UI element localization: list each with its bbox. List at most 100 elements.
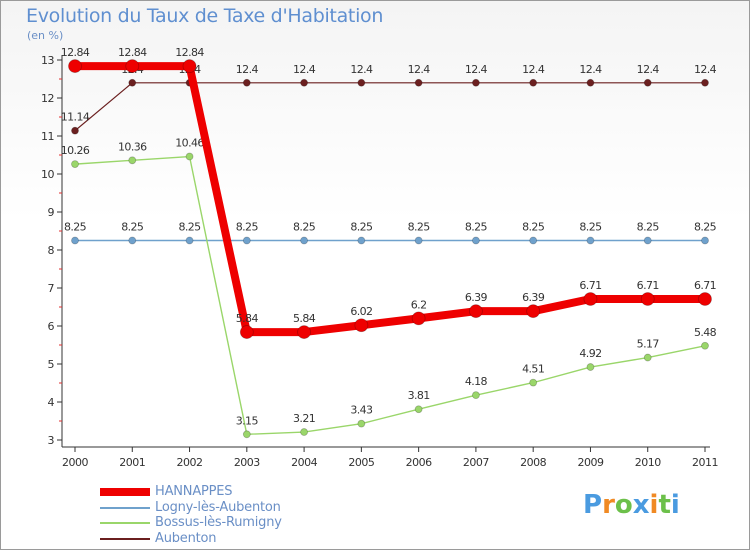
data-point-hannappes — [411, 311, 426, 326]
data-point-logny-l-s-aubenton — [529, 236, 538, 245]
x-tick-label: 2009 — [577, 456, 603, 469]
data-label-logny-l-s-aubenton: 8.25 — [293, 221, 316, 234]
data-label-hannappes: 12.84 — [61, 46, 90, 59]
data-point-hannappes — [297, 325, 311, 339]
data-label-bossus-l-s-rumigny: 5.48 — [694, 326, 717, 339]
data-point-hannappes — [354, 318, 369, 333]
data-point-bossus-l-s-rumigny — [414, 405, 423, 414]
legend-swatch — [100, 522, 150, 524]
y-tick-label: 7 — [48, 282, 55, 295]
data-point-bossus-l-s-rumigny — [643, 353, 652, 362]
data-label-hannappes: 6.71 — [637, 279, 659, 292]
data-label-aubenton: 11.14 — [61, 111, 90, 124]
data-point-hannappes — [68, 59, 82, 73]
data-label-aubenton: 12.4 — [637, 63, 660, 76]
data-label-bossus-l-s-rumigny: 4.92 — [579, 347, 601, 360]
data-label-aubenton: 12.4 — [694, 63, 717, 76]
data-point-aubenton — [242, 78, 251, 87]
data-point-logny-l-s-aubenton — [128, 236, 137, 245]
data-label-logny-l-s-aubenton: 8.25 — [522, 221, 545, 234]
data-label-logny-l-s-aubenton: 8.25 — [465, 221, 488, 234]
data-point-hannappes — [125, 59, 140, 73]
data-point-hannappes — [469, 304, 483, 319]
data-point-bossus-l-s-rumigny — [128, 156, 137, 165]
data-label-aubenton: 12.4 — [408, 63, 431, 76]
data-label-hannappes: 6.2 — [411, 298, 427, 311]
data-point-aubenton — [529, 78, 538, 87]
data-label-logny-l-s-aubenton: 8.25 — [694, 221, 717, 234]
data-label-hannappes: 12.84 — [118, 46, 147, 59]
data-point-logny-l-s-aubenton — [643, 236, 652, 245]
data-point-hannappes — [239, 325, 254, 339]
x-tick-label: 2004 — [291, 456, 317, 469]
data-point-aubenton — [357, 78, 366, 87]
data-label-logny-l-s-aubenton: 8.25 — [121, 221, 144, 234]
data-point-bossus-l-s-rumigny — [300, 428, 308, 436]
data-label-bossus-l-s-rumigny: 10.36 — [118, 140, 147, 153]
data-point-bossus-l-s-rumigny — [242, 430, 251, 439]
y-tick-label: 3 — [48, 434, 55, 447]
data-point-logny-l-s-aubenton — [472, 236, 480, 245]
data-point-hannappes — [182, 59, 197, 73]
y-tick-label: 4 — [48, 396, 55, 409]
x-tick-label: 2006 — [406, 456, 432, 469]
data-point-aubenton — [586, 78, 595, 87]
unit-label: (en %) — [27, 29, 64, 42]
x-tick-label: 2003 — [234, 456, 260, 469]
x-tick-label: 2000 — [62, 456, 88, 469]
data-point-logny-l-s-aubenton — [300, 236, 308, 245]
chart-title: Evolution du Taux de Taxe d'Habitation — [26, 5, 384, 27]
data-label-logny-l-s-aubenton: 8.25 — [579, 221, 602, 234]
data-label-aubenton: 12.4 — [236, 63, 259, 76]
data-point-aubenton — [71, 126, 79, 135]
data-label-aubenton: 12.4 — [579, 63, 602, 76]
legend-swatch — [100, 488, 150, 496]
data-point-aubenton — [472, 78, 480, 87]
y-tick-label: 12 — [41, 92, 54, 105]
data-label-bossus-l-s-rumigny: 4.18 — [465, 375, 488, 388]
data-point-hannappes — [640, 292, 655, 306]
series-line-aubenton — [74, 82, 706, 132]
x-tick-label: 2007 — [463, 456, 489, 469]
data-point-logny-l-s-aubenton — [357, 236, 366, 245]
data-label-hannappes: 6.02 — [350, 305, 372, 318]
data-point-aubenton — [414, 78, 423, 87]
data-label-bossus-l-s-rumigny: 10.46 — [175, 137, 204, 150]
y-tick-label: 8 — [48, 244, 55, 257]
legend-label: Aubenton — [155, 530, 217, 546]
data-label-hannappes: 5.84 — [236, 312, 259, 325]
data-point-bossus-l-s-rumigny — [185, 152, 194, 161]
data-point-hannappes — [698, 292, 712, 306]
data-label-logny-l-s-aubenton: 8.25 — [64, 221, 87, 234]
data-point-bossus-l-s-rumigny — [71, 160, 79, 169]
data-label-hannappes: 12.84 — [175, 46, 204, 59]
y-tick-label: 11 — [41, 130, 54, 143]
y-tick-label: 5 — [48, 358, 55, 371]
data-label-aubenton: 12.4 — [293, 63, 316, 76]
x-tick-label: 2008 — [520, 456, 546, 469]
legend-label: Bossus-lès-Rumigny — [155, 515, 282, 530]
data-label-bossus-l-s-rumigny: 3.81 — [408, 389, 430, 402]
data-label-bossus-l-s-rumigny: 5.17 — [637, 338, 660, 351]
legend-swatch — [100, 537, 150, 540]
data-point-logny-l-s-aubenton — [701, 236, 709, 245]
legend-swatch — [100, 506, 150, 509]
data-point-logny-l-s-aubenton — [71, 236, 79, 245]
data-label-logny-l-s-aubenton: 8.25 — [637, 221, 660, 234]
data-label-bossus-l-s-rumigny: 4.51 — [522, 363, 544, 376]
series-line-hannappes — [71, 62, 709, 337]
data-label-bossus-l-s-rumigny: 3.21 — [293, 412, 315, 425]
data-label-hannappes: 5.84 — [293, 312, 316, 325]
proxiti-logo: Proxiti — [583, 490, 680, 520]
data-point-logny-l-s-aubenton — [414, 236, 423, 245]
data-label-logny-l-s-aubenton: 8.25 — [178, 221, 201, 234]
data-point-bossus-l-s-rumigny — [472, 391, 480, 400]
series-line-bossus-l-s-rumigny — [74, 155, 706, 435]
data-point-aubenton — [643, 78, 652, 87]
x-tick-label: 2010 — [635, 456, 661, 469]
data-label-hannappes: 6.71 — [579, 279, 601, 292]
data-point-logny-l-s-aubenton — [242, 236, 251, 245]
data-point-aubenton — [701, 78, 709, 87]
